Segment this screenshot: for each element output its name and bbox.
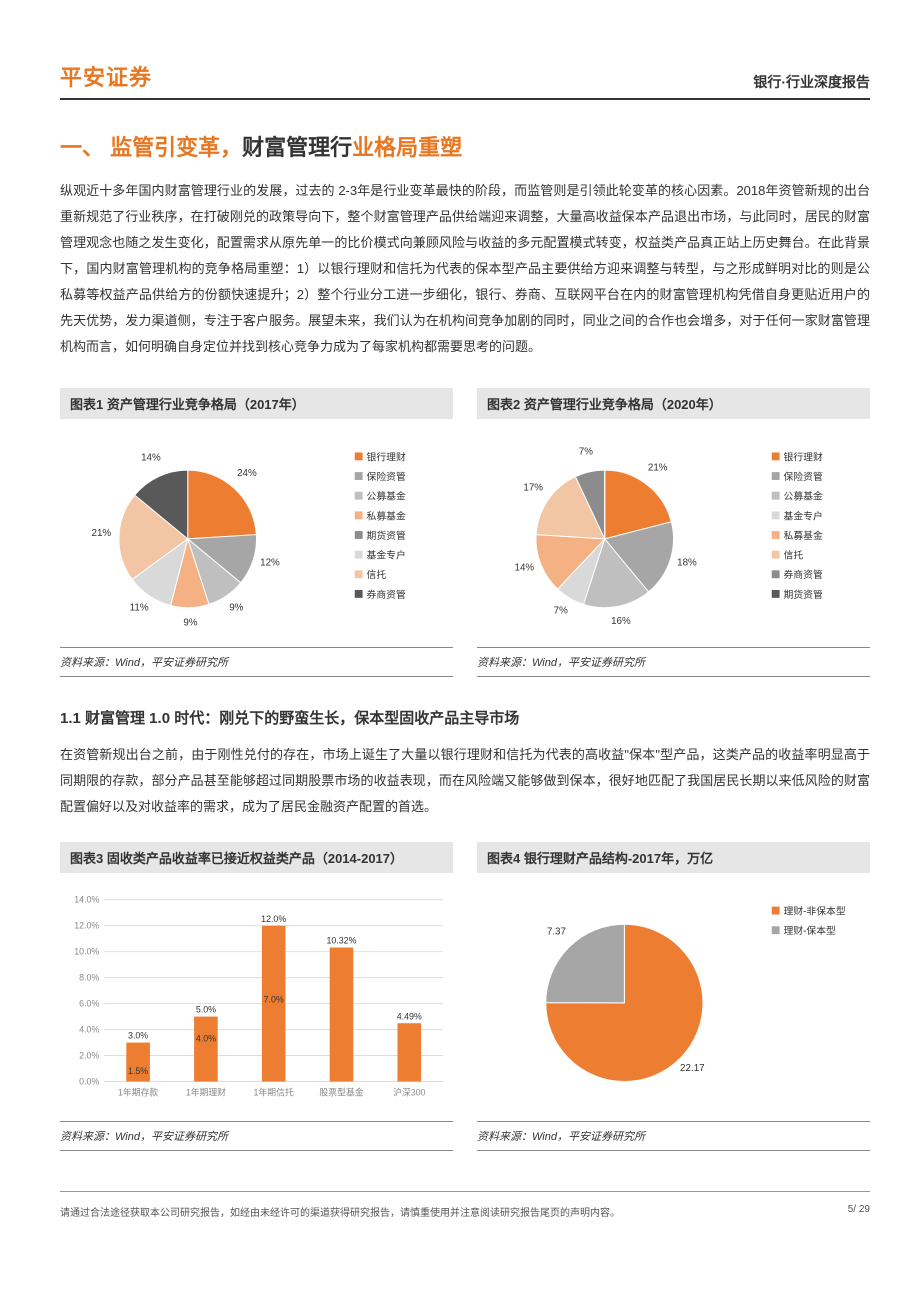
chart3-title: 图表3 固收类产品收益率已接近权益类产品（2014-2017） — [60, 842, 453, 873]
svg-text:9%: 9% — [183, 617, 197, 628]
chart1-body: 24% 12% 9% 9% 11% 21% 14% 银行理财保险资管公募基金私募基金期货资管基… — [60, 429, 453, 639]
svg-text:12.0%: 12.0% — [261, 914, 286, 924]
footer: 请通过合法途径获取本公司研究报告，如经由未经许可的渠道获得研究报告，请慎重使用并… — [60, 1191, 870, 1219]
h1-t3: 业格局重塑 — [352, 135, 462, 160]
svg-text:信托: 信托 — [784, 549, 804, 562]
svg-text:期货资管: 期货资管 — [367, 529, 406, 542]
svg-text:券商资管: 券商资管 — [367, 588, 406, 601]
svg-text:保险资管: 保险资管 — [784, 470, 823, 483]
src4: 资料来源：Wind，平安证券研究所 — [477, 1121, 870, 1151]
svg-text:期货资管: 期货资管 — [784, 588, 823, 601]
svg-text:私募基金: 私募基金 — [784, 529, 823, 542]
svg-text:9%: 9% — [229, 602, 243, 613]
src-row-2: 资料来源：Wind，平安证券研究所 资料来源：Wind，平安证券研究所 — [60, 1121, 870, 1151]
intro-paragraph: 纵观近十多年国内财富管理行业的发展，过去的 2-3年是行业变革最快的阶段，而监管… — [60, 178, 870, 360]
svg-text:基金专户: 基金专户 — [784, 509, 823, 522]
src2: 资料来源：Wind，平安证券研究所 — [477, 647, 870, 677]
svg-text:14.0%: 14.0% — [74, 895, 99, 905]
chart3-col: 图表3 固收类产品收益率已接近权益类产品（2014-2017） 0.0% 2.0%… — [60, 842, 453, 1113]
svg-text:7%: 7% — [579, 447, 593, 458]
svg-text:10.0%: 10.0% — [74, 947, 99, 957]
para2: 在资管新规出台之前，由于刚性兑付的存在，市场上诞生了大量以银行理财和信托为代表的… — [60, 742, 870, 820]
svg-text:10.32%: 10.32% — [327, 936, 357, 946]
svg-text:22.17: 22.17 — [680, 1063, 705, 1074]
charts-row-1: 图表1 资产管理行业竞争格局（2017年） 24% 12% 9% 9% 11% 21% 14… — [60, 388, 870, 639]
header-right: 银行·行业深度报告 — [753, 72, 870, 92]
chart4-col: 图表4 银行理财产品结构-2017年，万亿 22.17 7.37 理财-非保本型理财… — [477, 842, 870, 1113]
chart3-body: 0.0% 2.0% 4.0% 6.0% 8.0% 10.0% 12.0% 14.0% 3.0% 1… — [60, 883, 453, 1113]
svg-text:12.0%: 12.0% — [74, 921, 99, 931]
svg-text:24%: 24% — [237, 468, 257, 479]
svg-text:16%: 16% — [611, 616, 631, 627]
header-bar: 平安证券 银行·行业深度报告 — [60, 60, 870, 100]
footer-left: 请通过合法途径获取本公司研究报告，如经由未经许可的渠道获得研究报告，请慎重使用并… — [60, 1204, 620, 1219]
svg-text:1年期理财: 1年期理财 — [186, 1086, 226, 1097]
chart2-title: 图表2 资产管理行业竞争格局（2020年） — [477, 388, 870, 419]
chart4-body: 22.17 7.37 理财-非保本型理财-保本型 — [477, 883, 870, 1113]
subsection-title: 1.1 财富管理 1.0 时代：刚兑下的野蛮生长，保本型固收产品主导市场 — [60, 707, 870, 728]
svg-text:2.0%: 2.0% — [79, 1050, 99, 1060]
chart2-body: 21% 18% 16% 7% 14% 17% 7% 银行理财保险资管公募基金基金专户私募基金信… — [477, 429, 870, 639]
svg-text:沪深300: 沪深300 — [393, 1086, 425, 1097]
svg-text:券商资管: 券商资管 — [784, 568, 823, 581]
svg-text:公募基金: 公募基金 — [784, 490, 823, 503]
svg-text:7%: 7% — [554, 605, 568, 616]
svg-text:理财-保本型: 理财-保本型 — [784, 924, 837, 937]
svg-text:12%: 12% — [260, 558, 280, 569]
src1: 资料来源：Wind，平安证券研究所 — [60, 647, 453, 677]
svg-text:0.0%: 0.0% — [79, 1076, 99, 1086]
svg-text:6.0%: 6.0% — [79, 999, 99, 1009]
svg-text:银行理财: 银行理财 — [784, 450, 823, 463]
svg-text:17%: 17% — [523, 482, 543, 493]
svg-text:21%: 21% — [91, 528, 111, 539]
svg-text:7.37: 7.37 — [547, 927, 566, 938]
h1-t2: 财富管理行 — [242, 135, 352, 160]
svg-text:4.0%: 4.0% — [79, 1025, 99, 1035]
svg-text:基金专户: 基金专户 — [367, 549, 406, 562]
h1-num: 一、 — [60, 135, 110, 160]
footer-right: 5/ 29 — [848, 1204, 870, 1219]
svg-text:21%: 21% — [648, 463, 668, 474]
svg-text:4.49%: 4.49% — [397, 1011, 422, 1021]
chart4-title: 图表4 银行理财产品结构-2017年，万亿 — [477, 842, 870, 873]
svg-text:私募基金: 私募基金 — [367, 509, 406, 522]
svg-text:信托: 信托 — [367, 568, 387, 581]
chart2-col: 图表2 资产管理行业竞争格局（2020年） 21% 18% 16% 7% 14% 17% 7… — [477, 388, 870, 639]
src3: 资料来源：Wind，平安证券研究所 — [60, 1121, 453, 1151]
svg-text:1年期存款: 1年期存款 — [118, 1086, 158, 1097]
chart1-col: 图表1 资产管理行业竞争格局（2017年） 24% 12% 9% 9% 11% 21% 14… — [60, 388, 453, 639]
svg-text:7.0%: 7.0% — [264, 994, 284, 1004]
svg-text:8.0%: 8.0% — [79, 973, 99, 983]
h1-t1: 监管引变革， — [110, 135, 242, 160]
svg-text:3.0%: 3.0% — [128, 1031, 148, 1041]
svg-text:14%: 14% — [515, 563, 535, 574]
chart1-title: 图表1 资产管理行业竞争格局（2017年） — [60, 388, 453, 419]
svg-text:1年期信托: 1年期信托 — [254, 1086, 294, 1097]
svg-text:1.5%: 1.5% — [128, 1066, 148, 1076]
svg-text:14%: 14% — [141, 453, 161, 464]
svg-text:银行理财: 银行理财 — [367, 450, 406, 463]
svg-text:股票型基金: 股票型基金 — [319, 1086, 363, 1097]
section-title: 一、 监管引变革，财富管理行业格局重塑 — [60, 130, 870, 162]
svg-text:18%: 18% — [677, 558, 697, 569]
svg-text:公募基金: 公募基金 — [367, 490, 406, 503]
src-row-1: 资料来源：Wind，平安证券研究所 资料来源：Wind，平安证券研究所 — [60, 647, 870, 677]
svg-text:保险资管: 保险资管 — [367, 470, 406, 483]
logo: 平安证券 — [60, 60, 152, 92]
svg-text:4.0%: 4.0% — [196, 1033, 216, 1043]
charts-row-2: 图表3 固收类产品收益率已接近权益类产品（2014-2017） 0.0% 2.0%… — [60, 842, 870, 1113]
svg-text:5.0%: 5.0% — [196, 1005, 216, 1015]
svg-text:11%: 11% — [130, 602, 149, 613]
svg-text:理财-非保本型: 理财-非保本型 — [784, 904, 846, 917]
